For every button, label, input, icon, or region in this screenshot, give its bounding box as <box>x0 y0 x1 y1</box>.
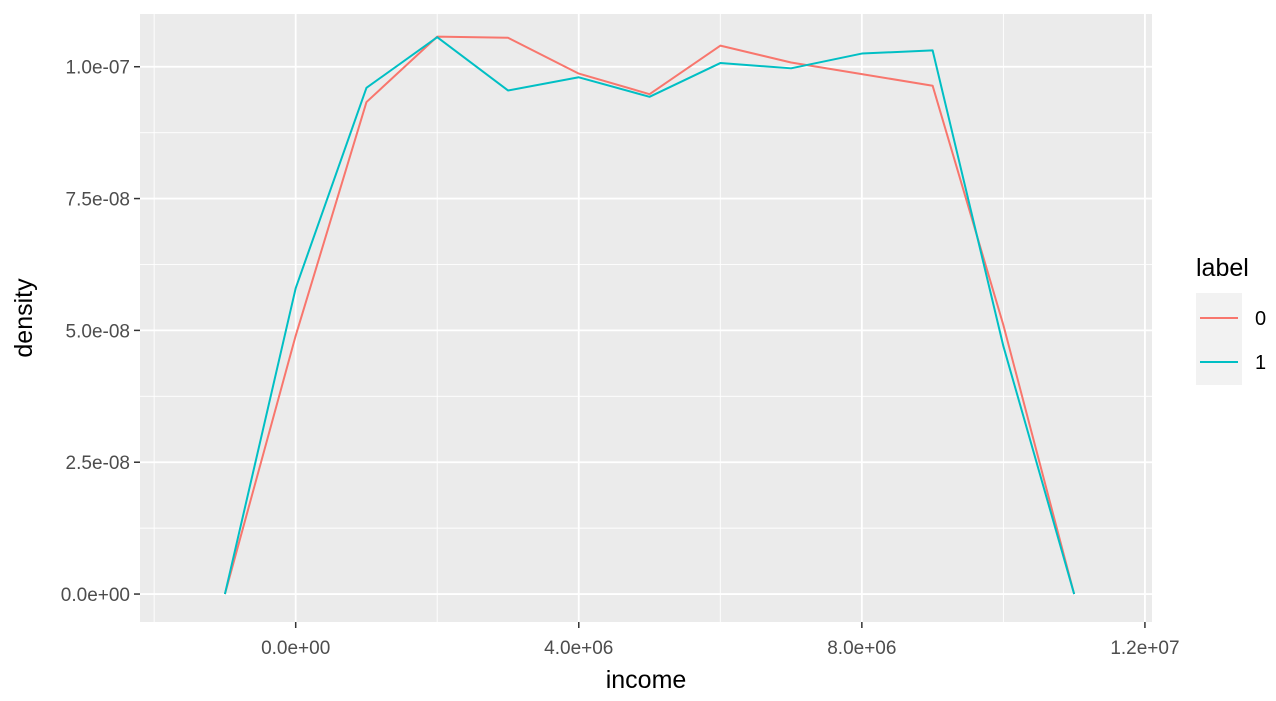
y-tick-label: 2.5e-08 <box>66 453 130 474</box>
legend: label 01 <box>1196 254 1266 385</box>
series-line-1 <box>223 36 1076 595</box>
plot-panel <box>140 14 1152 622</box>
x-tick-label: 4.0e+06 <box>544 638 613 659</box>
x-tick-label: 8.0e+06 <box>827 638 896 659</box>
y-tick-label: 5.0e-08 <box>66 321 130 342</box>
legend-items: 01 <box>1200 308 1266 374</box>
y-tick-label: 0.0e+00 <box>61 585 130 606</box>
x-axis-title: income <box>606 666 687 694</box>
legend-label-1: 1 <box>1255 352 1266 374</box>
x-tick-label: 1.2e+07 <box>1110 638 1179 659</box>
y-axis: 0.0e+00 2.5e-08 5.0e-08 7.5e-08 1.0e-07 <box>61 58 140 606</box>
x-tick-label: 0.0e+00 <box>261 638 330 659</box>
series-line-0 <box>223 35 1076 595</box>
y-tick-label: 7.5e-08 <box>66 190 130 211</box>
legend-label-0: 0 <box>1255 308 1266 330</box>
major-grid <box>140 14 1152 622</box>
y-tick-label: 1.0e-07 <box>66 58 130 79</box>
y-axis-title: density <box>10 278 38 358</box>
minor-grid <box>140 14 1152 622</box>
legend-title: label <box>1196 254 1249 282</box>
series-lines <box>223 35 1076 595</box>
legend-keys-background <box>1196 293 1242 385</box>
x-axis: 0.0e+00 4.0e+06 8.0e+06 1.2e+07 <box>261 622 1180 659</box>
